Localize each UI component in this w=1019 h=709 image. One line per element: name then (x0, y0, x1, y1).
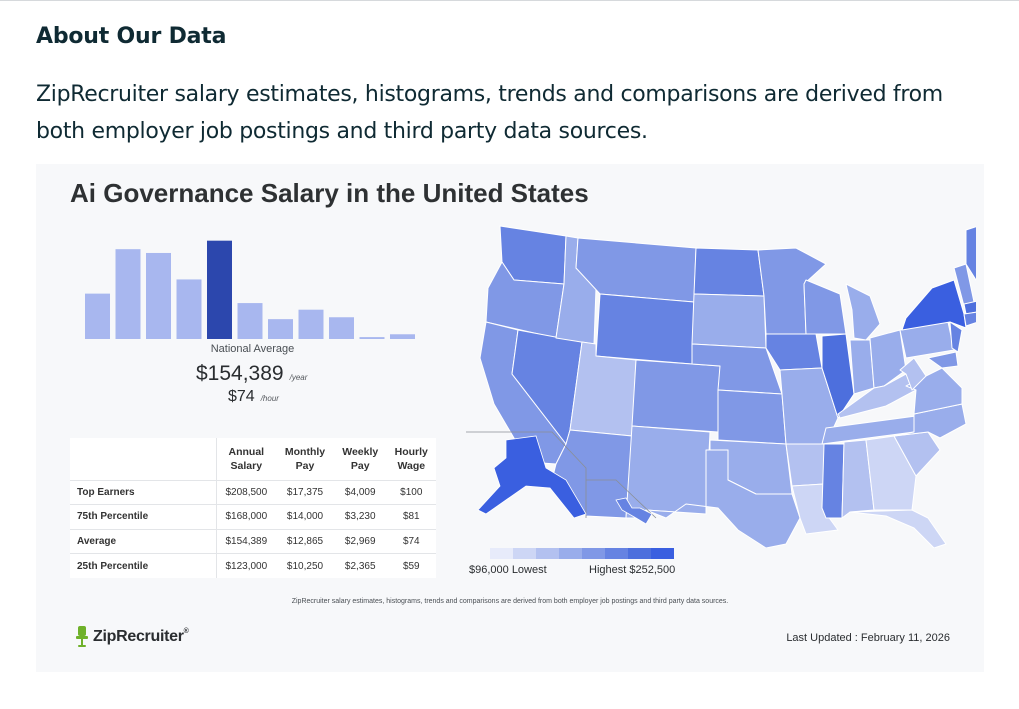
cell-monthly: $14,000 (276, 504, 334, 529)
map-state-maryland[interactable] (927, 351, 959, 369)
cell-monthly: $10,250 (276, 553, 334, 578)
map-state-alaska[interactable] (477, 435, 587, 519)
cell-annual: $208,500 (216, 479, 277, 505)
legend-swatch (490, 548, 513, 559)
header-monthly: Monthly Pay (284, 445, 326, 472)
cell-annual: $123,000 (216, 553, 277, 578)
chair-icon (76, 626, 88, 647)
map-state-arkansas[interactable] (785, 443, 827, 487)
hourly-average: $74/hour (228, 388, 279, 406)
histogram-bar (176, 279, 202, 339)
header-weekly: Weekly Pay (342, 445, 379, 472)
brand-name: ZipRecruiter® (93, 628, 189, 645)
cell-annual: $154,389 (216, 528, 277, 554)
map-state-michigan[interactable] (845, 283, 881, 341)
table-row: 25th Percentile $123,000 $10,250 $2,365 … (70, 553, 436, 578)
legend-swatch (513, 548, 536, 559)
map-state-hawaii[interactable] (615, 497, 653, 525)
row-label: Average (70, 528, 217, 554)
map-state-west-virginia[interactable] (899, 357, 927, 391)
cell-weekly: $2,969 (333, 528, 387, 554)
row-label: 25th Percentile (70, 553, 217, 578)
annual-unit: /year (289, 373, 308, 382)
histogram-bar (237, 303, 263, 339)
map-state-connecticut[interactable] (963, 311, 976, 327)
us-salary-map (466, 225, 976, 548)
cell-hourly: $100 (386, 479, 436, 505)
histogram-bar-average (207, 240, 232, 339)
table-row: Average $154,389 $12,865 $2,969 $74 (70, 528, 436, 554)
map-state-wisconsin[interactable] (803, 279, 847, 335)
header-hourly: Hourly Wage (394, 445, 428, 472)
histogram-bar (390, 334, 415, 339)
row-label: 75th Percentile (70, 504, 217, 529)
histogram-bar (268, 319, 293, 339)
cell-monthly: $17,375 (276, 479, 334, 505)
table-row: Top Earners $208,500 $17,375 $4,009 $100 (70, 479, 436, 505)
top-divider (0, 0, 1019, 1)
map-state-south-dakota[interactable] (691, 293, 767, 349)
national-average-label: National Average (210, 343, 295, 355)
map-state-ohio[interactable] (869, 329, 907, 389)
map-state-colorado[interactable] (631, 359, 721, 433)
map-state-maine[interactable] (965, 226, 976, 281)
table-header-row: Annual Salary Monthly Pay Weekly Pay Hourly… (70, 438, 436, 480)
legend-swatch (559, 548, 582, 559)
cell-hourly: $59 (386, 553, 436, 578)
map-state-massachusetts[interactable] (963, 300, 976, 315)
legend-swatch (582, 548, 605, 559)
salary-table: Annual Salary Monthly Pay Weekly Pay Hourly… (70, 438, 436, 578)
cell-hourly: $74 (386, 528, 436, 554)
cell-monthly: $12,865 (276, 528, 334, 554)
map-state-georgia[interactable] (865, 435, 917, 511)
histogram-bar (359, 337, 385, 339)
cell-weekly: $3,230 (333, 504, 387, 529)
histogram-bar (146, 252, 171, 339)
map-state-new-york[interactable] (901, 279, 967, 331)
cell-annual: $168,000 (216, 504, 277, 529)
annual-amount: $154,389 (196, 362, 284, 385)
cell-weekly: $2,365 (333, 553, 387, 578)
annual-average: $154,389/year (196, 362, 307, 386)
map-state-kansas[interactable] (717, 389, 787, 445)
salary-card: Ai Governance Salary in the United State… (36, 164, 984, 672)
map-state-new-jersey[interactable] (949, 321, 963, 353)
ziprecruiter-logo[interactable]: ZipRecruiter® (76, 626, 189, 648)
map-state-illinois[interactable] (821, 333, 855, 419)
map-state-wyoming[interactable] (595, 293, 695, 365)
card-title: Ai Governance Salary in the United State… (70, 178, 589, 208)
map-state-north-carolina[interactable] (893, 403, 967, 439)
data-footnote: ZipRecruiter salary estimates, histogram… (291, 598, 729, 605)
table-row: 75th Percentile $168,000 $14,000 $3,230 … (70, 504, 436, 529)
section-heading: About Our Data (36, 24, 227, 49)
map-state-new-mexico[interactable] (625, 425, 711, 519)
hourly-unit: /hour (260, 394, 279, 403)
section-paragraph: ZipRecruiter salary estimates, histogram… (36, 82, 943, 144)
histogram-bar (329, 317, 354, 339)
histogram-bar (298, 309, 324, 339)
cell-hourly: $81 (386, 504, 436, 529)
hourly-amount: $74 (228, 388, 255, 405)
histogram-bar (115, 249, 141, 339)
map-state-north-dakota[interactable] (693, 247, 765, 297)
cell-weekly: $4,009 (333, 479, 387, 505)
map-state-mississippi[interactable] (821, 443, 845, 519)
row-label: Top Earners (70, 479, 217, 505)
map-state-texas[interactable] (645, 449, 801, 548)
salary-histogram (85, 240, 415, 339)
map-state-florida[interactable] (849, 509, 947, 548)
map-state-alabama[interactable] (841, 439, 875, 519)
legend-swatch (536, 548, 559, 559)
legend-low-label: $96,000 Lowest (469, 564, 547, 576)
legend-swatch (651, 548, 674, 559)
last-updated: Last Updated : February 11, 2026 (786, 632, 950, 644)
table-corner (70, 438, 217, 480)
legend-high-label: Highest $252,500 (589, 564, 676, 576)
legend-swatch (628, 548, 651, 559)
map-state-iowa[interactable] (765, 333, 823, 371)
header-annual: Annual Salary (228, 445, 265, 472)
legend-swatch (605, 548, 628, 559)
histogram-bar (85, 293, 110, 339)
